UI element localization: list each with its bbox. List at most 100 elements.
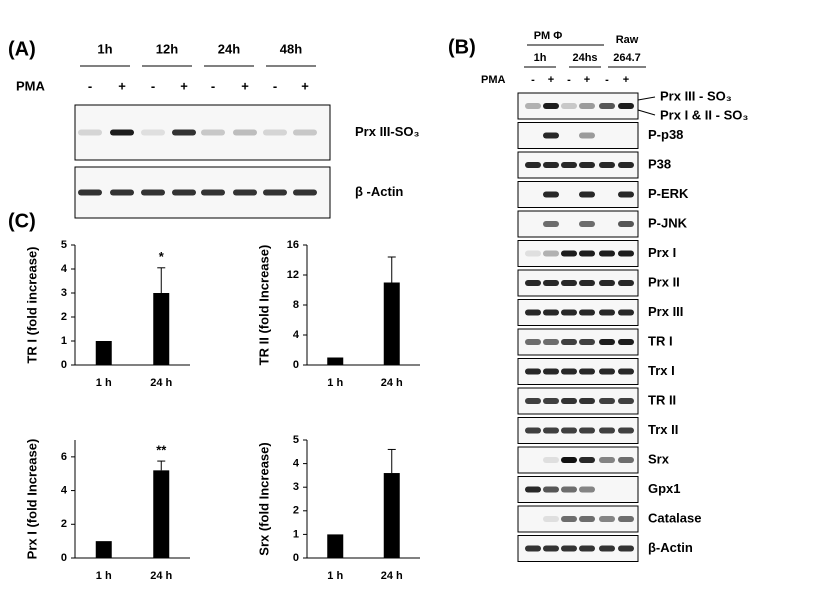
time-label: 48h: [280, 41, 302, 56]
blot-label: Prx I: [648, 245, 676, 260]
blot-band: [618, 221, 634, 227]
label-pointer: [637, 96, 656, 101]
blot-label: Srx: [648, 451, 670, 466]
blot-band: [525, 486, 541, 493]
y-axis-label: TR II (fold Increase): [256, 245, 271, 366]
blot-label: P-ERK: [648, 186, 689, 201]
y-tick-label: 2: [61, 518, 67, 530]
time-label: 24hs: [572, 52, 597, 64]
blot-band: [561, 457, 577, 463]
bar: [153, 293, 170, 365]
annotation: *: [159, 249, 165, 264]
blot-band: [233, 129, 257, 136]
blot-label: Trx II: [648, 422, 678, 437]
blot-band: [579, 280, 595, 286]
x-tick-label: 24 h: [150, 377, 172, 389]
panel-label: (B): [448, 36, 476, 58]
blot-band: [525, 309, 541, 316]
pma-sign: +: [548, 74, 554, 86]
blot-band: [599, 368, 615, 375]
blot-band: [543, 339, 559, 345]
blot-band: [618, 398, 634, 404]
blot-band: [543, 250, 559, 257]
blot-band: [579, 339, 595, 345]
blot-band: [543, 191, 559, 198]
blot-band: [579, 486, 595, 493]
blot-band: [618, 516, 634, 522]
y-tick-label: 0: [61, 552, 67, 564]
y-tick-label: 3: [293, 481, 299, 493]
blot-band: [599, 427, 615, 434]
blot-band: [579, 132, 595, 139]
y-axis-label: TR I (fold increase): [24, 246, 39, 363]
x-tick-label: 1 h: [327, 570, 343, 582]
y-tick-label: 16: [287, 239, 299, 251]
bar: [153, 470, 170, 558]
blot: [517, 122, 639, 149]
y-tick-label: 3: [61, 287, 67, 299]
blot-label: TR I: [648, 333, 673, 348]
blot-band: [263, 189, 287, 196]
blot-band: [543, 457, 559, 463]
raw-label: Raw: [616, 34, 639, 46]
blot-label: Gpx1: [648, 481, 681, 496]
blot-band: [543, 398, 559, 404]
blot-band: [543, 132, 559, 139]
blot-band: [172, 189, 196, 196]
blot-band: [525, 398, 541, 404]
blot-band: [543, 516, 559, 522]
annotation: **: [156, 443, 167, 458]
pma-sign: +: [301, 78, 309, 93]
blot-band: [561, 250, 577, 257]
bar: [95, 541, 112, 558]
pma-sign: -: [567, 74, 571, 86]
blot-band: [543, 162, 559, 168]
blot-band: [561, 103, 577, 109]
blot-band: [579, 309, 595, 316]
blot-band: [579, 516, 595, 522]
blot-band: [78, 189, 102, 196]
blot-band: [579, 221, 595, 227]
blot-band: [561, 309, 577, 316]
blot-label: P38: [648, 156, 671, 171]
blot-band: [579, 368, 595, 375]
blot-band: [579, 250, 595, 257]
blot-label: Prx III-SO₃: [355, 124, 420, 139]
pma-sign: +: [118, 78, 126, 93]
blot-band: [579, 457, 595, 463]
blot-label: P-JNK: [648, 215, 688, 230]
x-tick-label: 1 h: [327, 377, 343, 389]
blot-band: [618, 103, 634, 109]
blot-band: [543, 427, 559, 434]
blot-band: [543, 309, 559, 316]
y-tick-label: 4: [293, 329, 300, 341]
blot-band: [525, 162, 541, 168]
blot-band: [599, 309, 615, 316]
bar: [383, 473, 400, 558]
blot-band: [78, 129, 102, 136]
y-tick-label: 5: [293, 434, 299, 446]
blot-band: [618, 339, 634, 345]
blot-band: [579, 427, 595, 434]
blot-band: [561, 427, 577, 434]
y-tick-label: 4: [293, 458, 300, 470]
blot-label: Prx III: [648, 304, 683, 319]
blot-band: [201, 129, 225, 136]
blot-band: [618, 457, 634, 463]
blot-label: P-p38: [648, 127, 683, 142]
time-label: 12h: [156, 41, 178, 56]
x-tick-label: 24 h: [381, 377, 403, 389]
blot-band: [599, 545, 615, 552]
time-label: 24h: [218, 41, 240, 56]
blot-band: [599, 250, 615, 257]
blot-band: [525, 280, 541, 286]
blot-band: [599, 280, 615, 286]
y-tick-label: 1: [293, 528, 299, 540]
group-label: PM Φ: [534, 30, 563, 42]
blot-label: Prx II: [648, 274, 680, 289]
blot-band: [599, 398, 615, 404]
blot-band: [233, 189, 257, 196]
y-axis-label: Prx I (fold Increase): [24, 439, 39, 560]
